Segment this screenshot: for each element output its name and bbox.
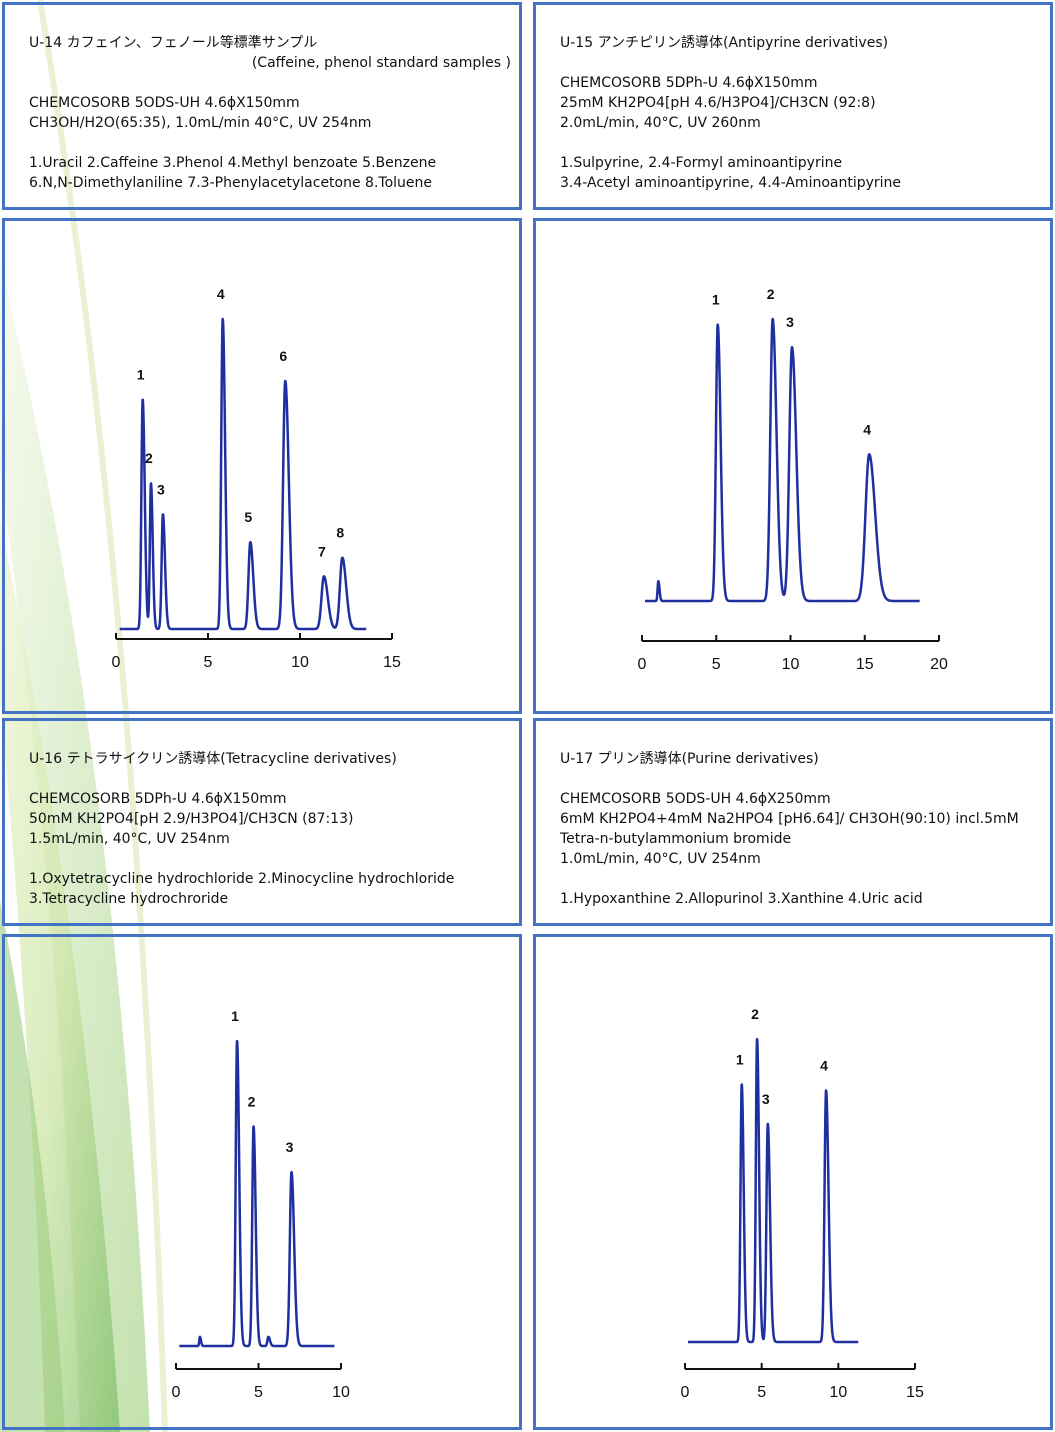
- condition-line: CHEMCOSORB 5ODS-UH 4.6ϕX150mm: [29, 95, 300, 111]
- peak-label: 3: [762, 1091, 770, 1107]
- panel-title: U-15 アンチピリン誘導体(Antipyrine derivatives): [560, 35, 889, 51]
- condition-line: CHEMCOSORB 5ODS-UH 4.6ϕX250mm: [560, 791, 831, 807]
- analyte-line: 1.Sulpyrine, 2.4-Formyl aminoantipyrine: [560, 155, 843, 171]
- chromatogram-trace: [178, 1039, 336, 1348]
- condition-line: CHEMCOSORB 5DPh-U 4.6ϕX150mm: [29, 791, 287, 807]
- condition-line: 1.0mL/min, 40°C, UV 254nm: [560, 851, 761, 867]
- x-tick-label: 15: [856, 656, 874, 673]
- analyte-line: 6.N,N-Dimethylaniline 7.3-Phenylacetylac…: [29, 175, 433, 191]
- condition-line: Tetra-n-butylammonium bromide: [560, 831, 792, 847]
- analyte-line: 1.Oxytetracycline hydrochloride 2.Minocy…: [29, 871, 455, 887]
- peak-label: 7: [318, 543, 326, 559]
- condition-line: 6mM KH2PO4+4mM Na2HPO4 [pH6.64]/ CH3OH(9…: [560, 811, 1019, 827]
- x-tick-label: 0: [172, 1384, 181, 1401]
- x-tick-label: 5: [757, 1384, 766, 1401]
- x-tick-label: 10: [291, 654, 309, 671]
- x-tick-label: 5: [254, 1384, 263, 1401]
- peak-label: 2: [145, 450, 153, 466]
- x-tick-label: 20: [930, 656, 948, 673]
- chromatogram-panel-u16: 0 5 10 1 2 3: [2, 934, 522, 1430]
- x-tick-label: 10: [332, 1384, 350, 1401]
- peak-label: 8: [336, 525, 344, 541]
- chromatogram-panel-u17: 0 5 10 15 1 2 3 4: [533, 934, 1053, 1430]
- x-tick-label: 15: [383, 654, 401, 671]
- condition-line: CHEMCOSORB 5DPh-U 4.6ϕX150mm: [560, 75, 818, 91]
- peak-label: 4: [820, 1058, 828, 1074]
- chromatogram-trace: [686, 1037, 860, 1344]
- condition-line: 25mM KH2PO4[pH 4.6/H3PO4]/CH3CN (92:8): [560, 95, 876, 111]
- analyte-line: 1.Uracil 2.Caffeine 3.Phenol 4.Methyl be…: [29, 155, 437, 171]
- peak-label: 1: [137, 367, 145, 383]
- condition-line: 2.0mL/min, 40°C, UV 260nm: [560, 115, 761, 131]
- panel-u17-info: U-17 プリン誘導体(Purine derivatives) CHEMCOSO…: [533, 718, 1053, 926]
- chromatogram-panel-u15: 0 5 10 15 20 1 2 3 4: [533, 218, 1053, 714]
- peak-label: 2: [248, 1093, 256, 1109]
- panel-title: U-14 カフェイン、フェノール等標準サンプル: [29, 35, 318, 51]
- chromatogram-u17: 0 5 10 15 1 2 3 4: [681, 1006, 924, 1401]
- peak-label: 5: [244, 509, 252, 525]
- chromatogram-trace: [643, 317, 921, 603]
- x-tick-label: 15: [906, 1384, 924, 1401]
- x-tick-label: 0: [638, 656, 647, 673]
- peak-label: 3: [286, 1139, 294, 1155]
- chromatogram-trace: [118, 317, 368, 631]
- panel-subtitle: (Caffeine, phenol standard samples ): [251, 55, 511, 71]
- chromatogram-u15: 0 5 10 15 20 1 23 4: [638, 286, 948, 673]
- peak-label: 3: [786, 314, 794, 330]
- peak-label: 4: [863, 421, 871, 437]
- x-tick-label: 10: [829, 1384, 847, 1401]
- peak-label: 2: [767, 286, 775, 302]
- peak-label: 6: [279, 348, 287, 364]
- peak-label: 3: [157, 481, 165, 497]
- panel-u15-info: U-15 アンチピリン誘導体(Antipyrine derivatives) C…: [533, 2, 1053, 210]
- panel-title: U-17 プリン誘導体(Purine derivatives): [560, 751, 819, 767]
- peak-label: 1: [231, 1008, 239, 1024]
- panel-u14-info: U-14 カフェイン、フェノール等標準サンプル (Caffeine, pheno…: [2, 2, 522, 210]
- condition-line: CH3OH/H2O(65:35), 1.0mL/min 40°C, UV 254…: [29, 115, 372, 131]
- peak-label: 1: [712, 292, 720, 308]
- condition-line: 50mM KH2PO4[pH 2.9/H3PO4]/CH3CN (87:13): [29, 811, 354, 827]
- condition-line: 1.5mL/min, 40°C, UV 254nm: [29, 831, 230, 847]
- panel-title: U-16 テトラサイクリン誘導体(Tetracycline derivative…: [29, 751, 397, 767]
- chromatogram-panel-u14: 0 5 10 15 1 2 3 4 5 6 7 8: [2, 218, 522, 714]
- x-tick-label: 5: [712, 656, 721, 673]
- x-tick-label: 0: [681, 1384, 690, 1401]
- panel-u16-info: U-16 テトラサイクリン誘導体(Tetracycline derivative…: [2, 718, 522, 926]
- x-tick-label: 10: [782, 656, 800, 673]
- peak-label: 1: [736, 1051, 744, 1067]
- x-tick-label: 5: [204, 654, 213, 671]
- peak-label: 2: [751, 1006, 759, 1022]
- chromatogram-u16: 0 5 10 1 2 3: [172, 1008, 350, 1401]
- peak-label: 4: [217, 286, 225, 302]
- analyte-line: 3.Tetracycline hydrochroride: [29, 891, 229, 907]
- analyte-line: 3.4-Acetyl aminoantipyrine, 4.4-Aminoant…: [560, 175, 902, 191]
- analyte-line: 1.Hypoxanthine 2.Allopurinol 3.Xanthine …: [560, 891, 923, 907]
- x-tick-label: 0: [112, 654, 121, 671]
